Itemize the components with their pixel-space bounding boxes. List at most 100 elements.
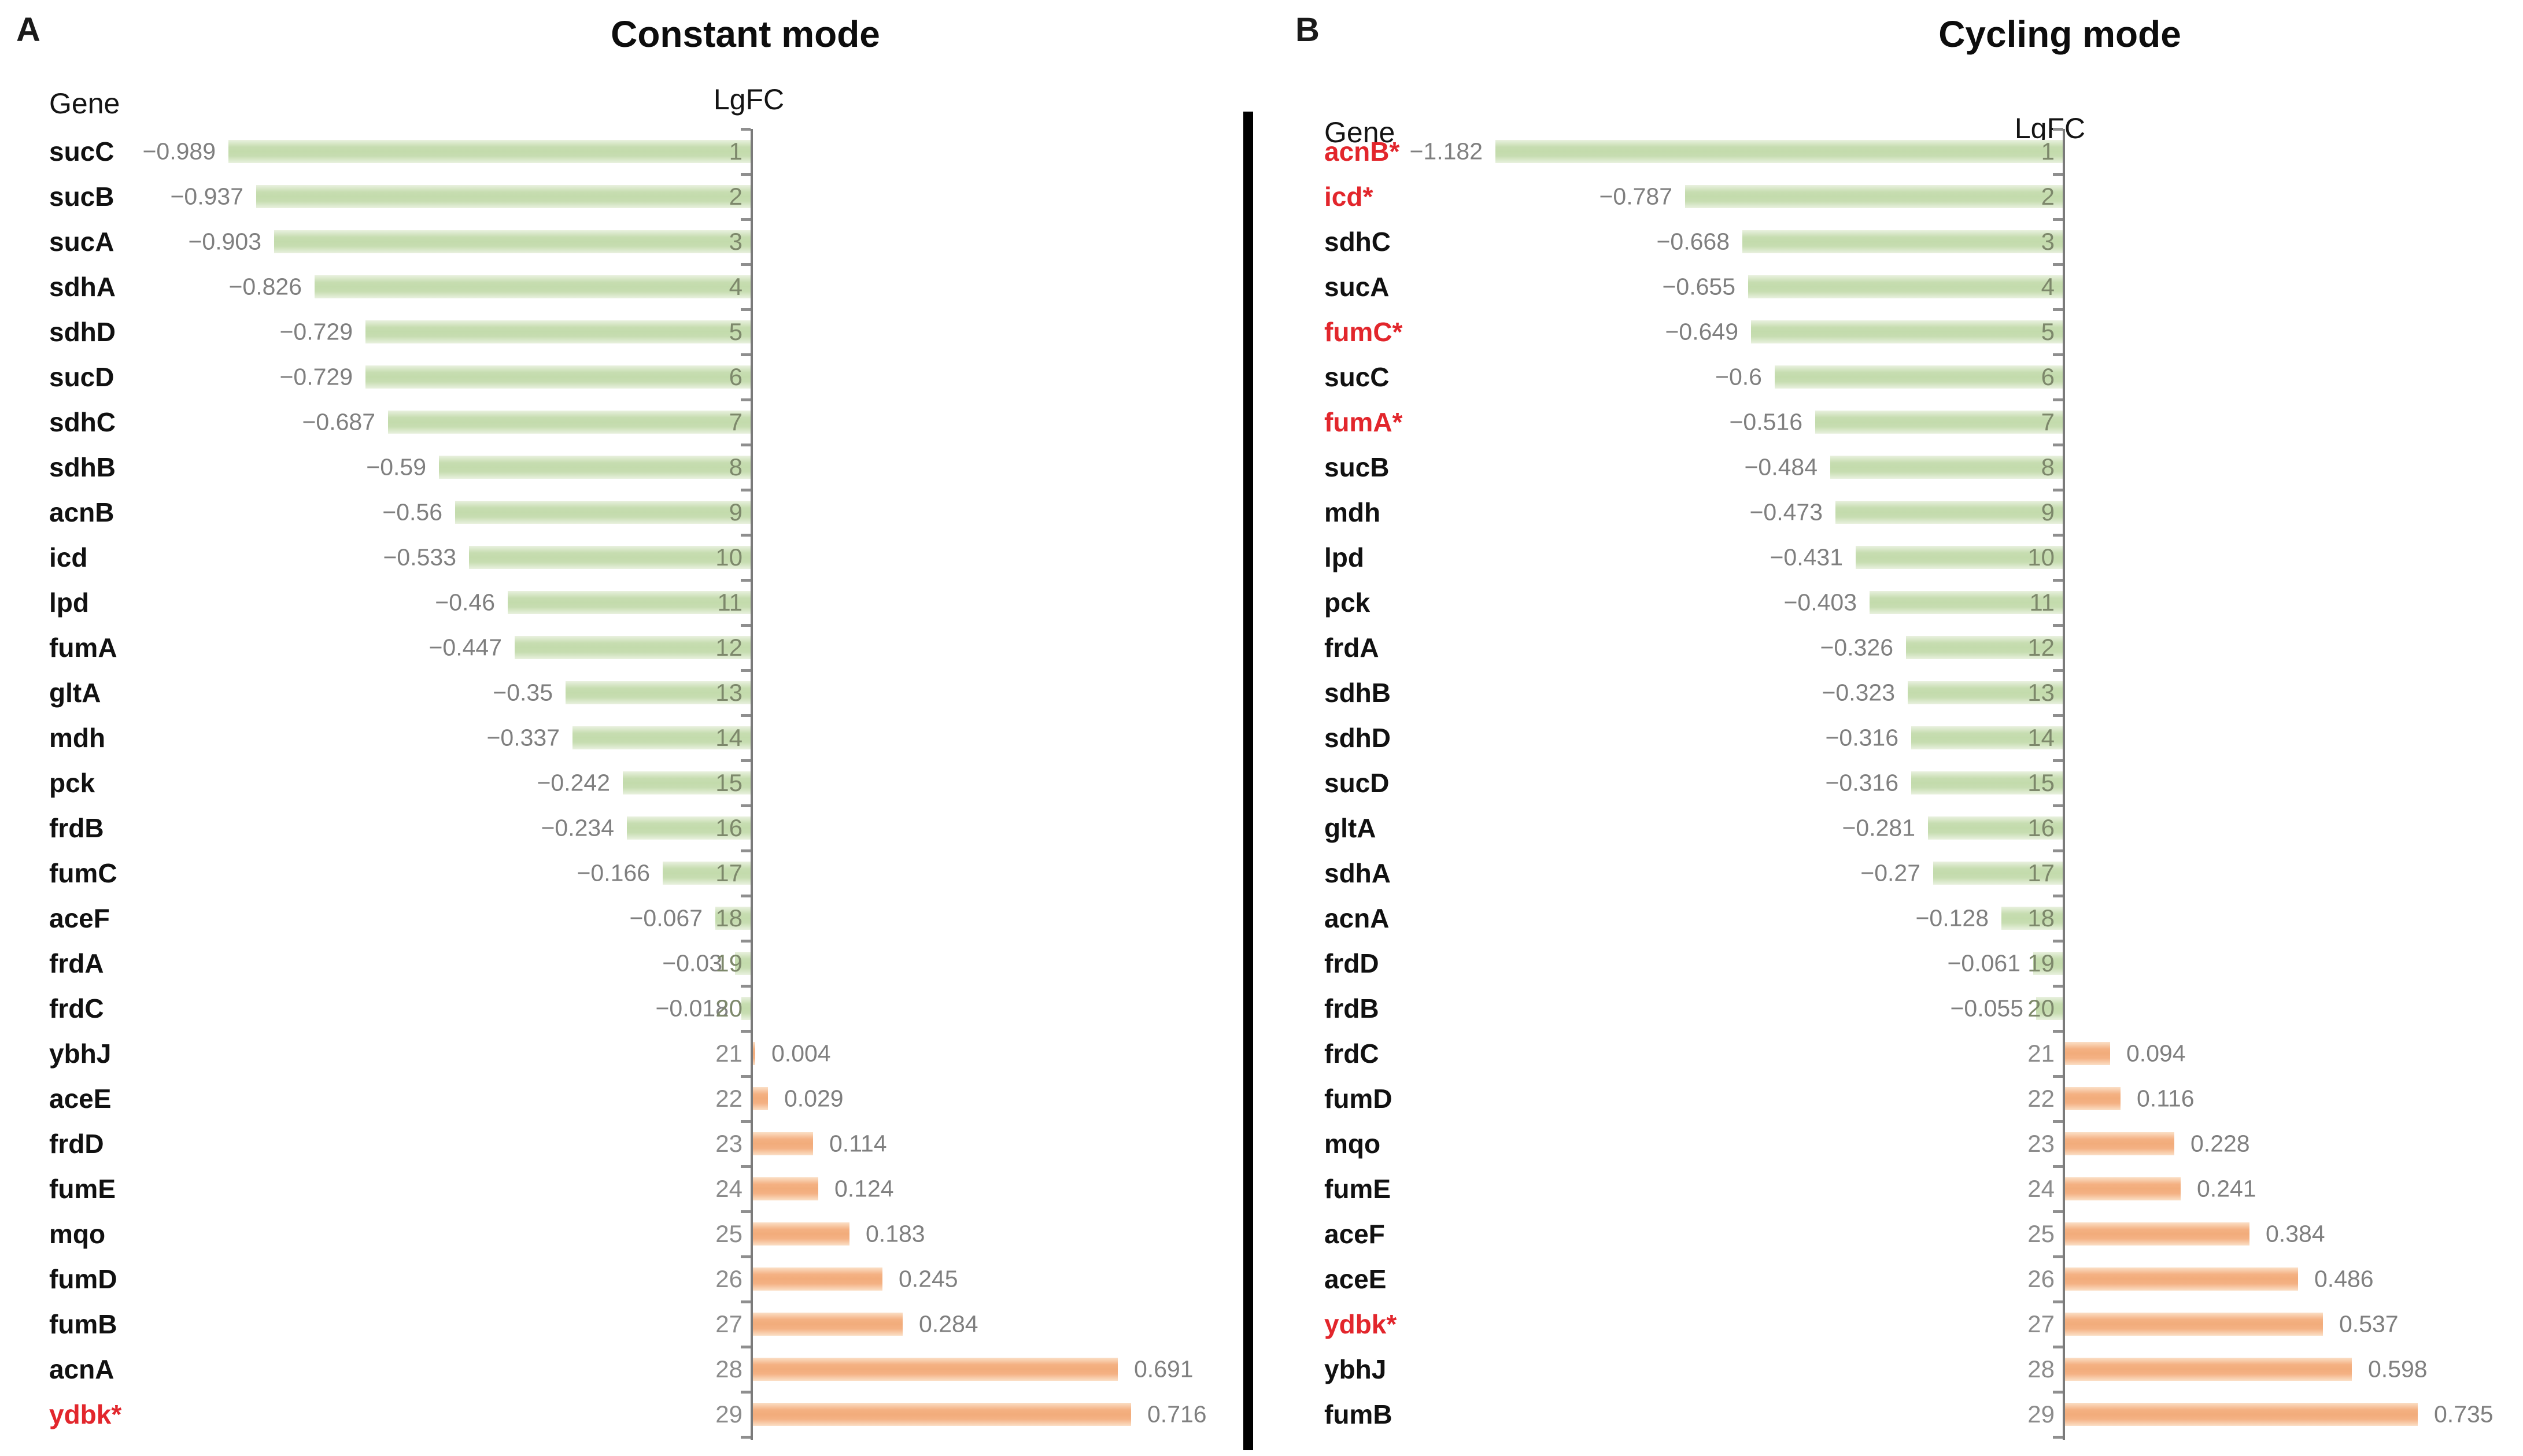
axis-tick [741, 579, 751, 582]
gene-label: fumC [49, 858, 117, 888]
value-label: −0.787 [1599, 183, 1672, 210]
gene-label: sucD [1324, 768, 1390, 798]
gene-label: mqo [1324, 1129, 1381, 1159]
axis-tick [2053, 1030, 2063, 1033]
gene-label: pck [1324, 587, 1371, 618]
panel-b-letter: B [1295, 11, 1320, 49]
panel-a-gene-header: Gene [49, 87, 120, 120]
rank-label: 26 [715, 1265, 743, 1292]
value-label: 0.183 [866, 1220, 925, 1247]
gene-label: mdh [1324, 497, 1381, 527]
gene-label: sdhB [1324, 678, 1391, 708]
bar [753, 1267, 882, 1291]
value-label: −0.729 [279, 363, 353, 390]
rank-label: 28 [2027, 1355, 2055, 1383]
axis-tick [741, 1075, 751, 1078]
axis-tick [2053, 1346, 2063, 1348]
value-label: −0.6 [1715, 363, 1762, 390]
value-label: −0.166 [577, 859, 650, 886]
value-label: −0.668 [1656, 228, 1730, 255]
bar [735, 952, 751, 975]
gene-label: acnB [49, 497, 114, 527]
gene-label: ybhJ [1324, 1354, 1387, 1384]
axis-line [2063, 129, 2065, 1440]
axis-tick [741, 534, 751, 537]
bar [1908, 681, 2063, 704]
value-label: −0.56 [382, 498, 442, 526]
gene-label: fumD [49, 1264, 117, 1294]
value-label: −0.316 [1825, 769, 1898, 796]
axis-tick [741, 1030, 751, 1033]
axis-tick [741, 714, 751, 717]
panel-b-lgfc-header: LgFC [2014, 112, 2086, 145]
gene-label: frdA [1324, 633, 1379, 663]
panel-b-gene-header: Gene [1324, 116, 1395, 149]
rank-label: 19 [715, 949, 743, 977]
gene-label: fumB [49, 1309, 117, 1339]
bar [1856, 546, 2063, 569]
bar [2065, 1403, 2418, 1426]
axis-tick [741, 263, 751, 266]
bar [388, 411, 751, 434]
value-label: −0.431 [1770, 544, 1843, 571]
gene-label: lpd [49, 587, 89, 618]
gene-label: ydbk* [1324, 1309, 1397, 1339]
rank-label: 4 [2041, 273, 2055, 300]
bar [2001, 907, 2063, 930]
bar [515, 636, 751, 659]
axis-tick [2053, 985, 2063, 988]
bar [365, 365, 751, 389]
rank-label: 28 [715, 1355, 743, 1383]
value-label: −0.403 [1783, 589, 1857, 616]
rank-label: 20 [2027, 995, 2055, 1022]
axis-tick [741, 1210, 751, 1213]
rank-label: 4 [729, 273, 743, 300]
axis-tick [2053, 128, 2063, 131]
rank-label: 24 [2027, 1175, 2055, 1202]
axis-tick [2053, 669, 2063, 672]
bar [256, 185, 751, 208]
rank-label: 3 [729, 228, 743, 255]
gene-label: frdA [49, 948, 104, 978]
axis-tick [2053, 173, 2063, 176]
rank-label: 12 [715, 634, 743, 661]
axis-tick [741, 895, 751, 897]
bar [1775, 365, 2063, 389]
rank-label: 20 [715, 995, 743, 1022]
rank-label: 7 [2041, 408, 2055, 435]
rank-label: 21 [715, 1040, 743, 1067]
bar [1906, 636, 2063, 659]
axis-tick [2053, 489, 2063, 492]
bar [1830, 456, 2063, 479]
gene-label: acnB* [1324, 136, 1400, 167]
rank-label: 29 [715, 1400, 743, 1428]
axis-tick [2053, 398, 2063, 401]
gene-label: ydbk* [49, 1399, 122, 1429]
gene-label: frdD [49, 1129, 104, 1159]
bar [753, 1087, 768, 1110]
bar [1911, 771, 2063, 794]
bar [572, 726, 751, 749]
axis-tick [2053, 1436, 2063, 1439]
axis-tick [2053, 1165, 2063, 1168]
bar [1928, 816, 2063, 840]
rank-label: 15 [2027, 769, 2055, 796]
bar [663, 862, 751, 885]
bar [753, 1313, 903, 1336]
bar [228, 140, 751, 163]
axis-tick [2053, 1300, 2063, 1303]
value-label: −0.473 [1749, 498, 1823, 526]
rank-label: 7 [729, 408, 743, 435]
panel-b-title: Cycling mode [1938, 13, 2181, 55]
bar [2065, 1087, 2121, 1110]
rank-label: 11 [2029, 589, 2055, 616]
gene-label: fumA [49, 633, 117, 663]
axis-tick [741, 1300, 751, 1303]
rank-label: 15 [715, 769, 743, 796]
axis-tick [2053, 444, 2063, 446]
bar [1835, 501, 2063, 524]
rank-label: 1 [729, 138, 743, 165]
gene-label: aceF [49, 903, 110, 933]
